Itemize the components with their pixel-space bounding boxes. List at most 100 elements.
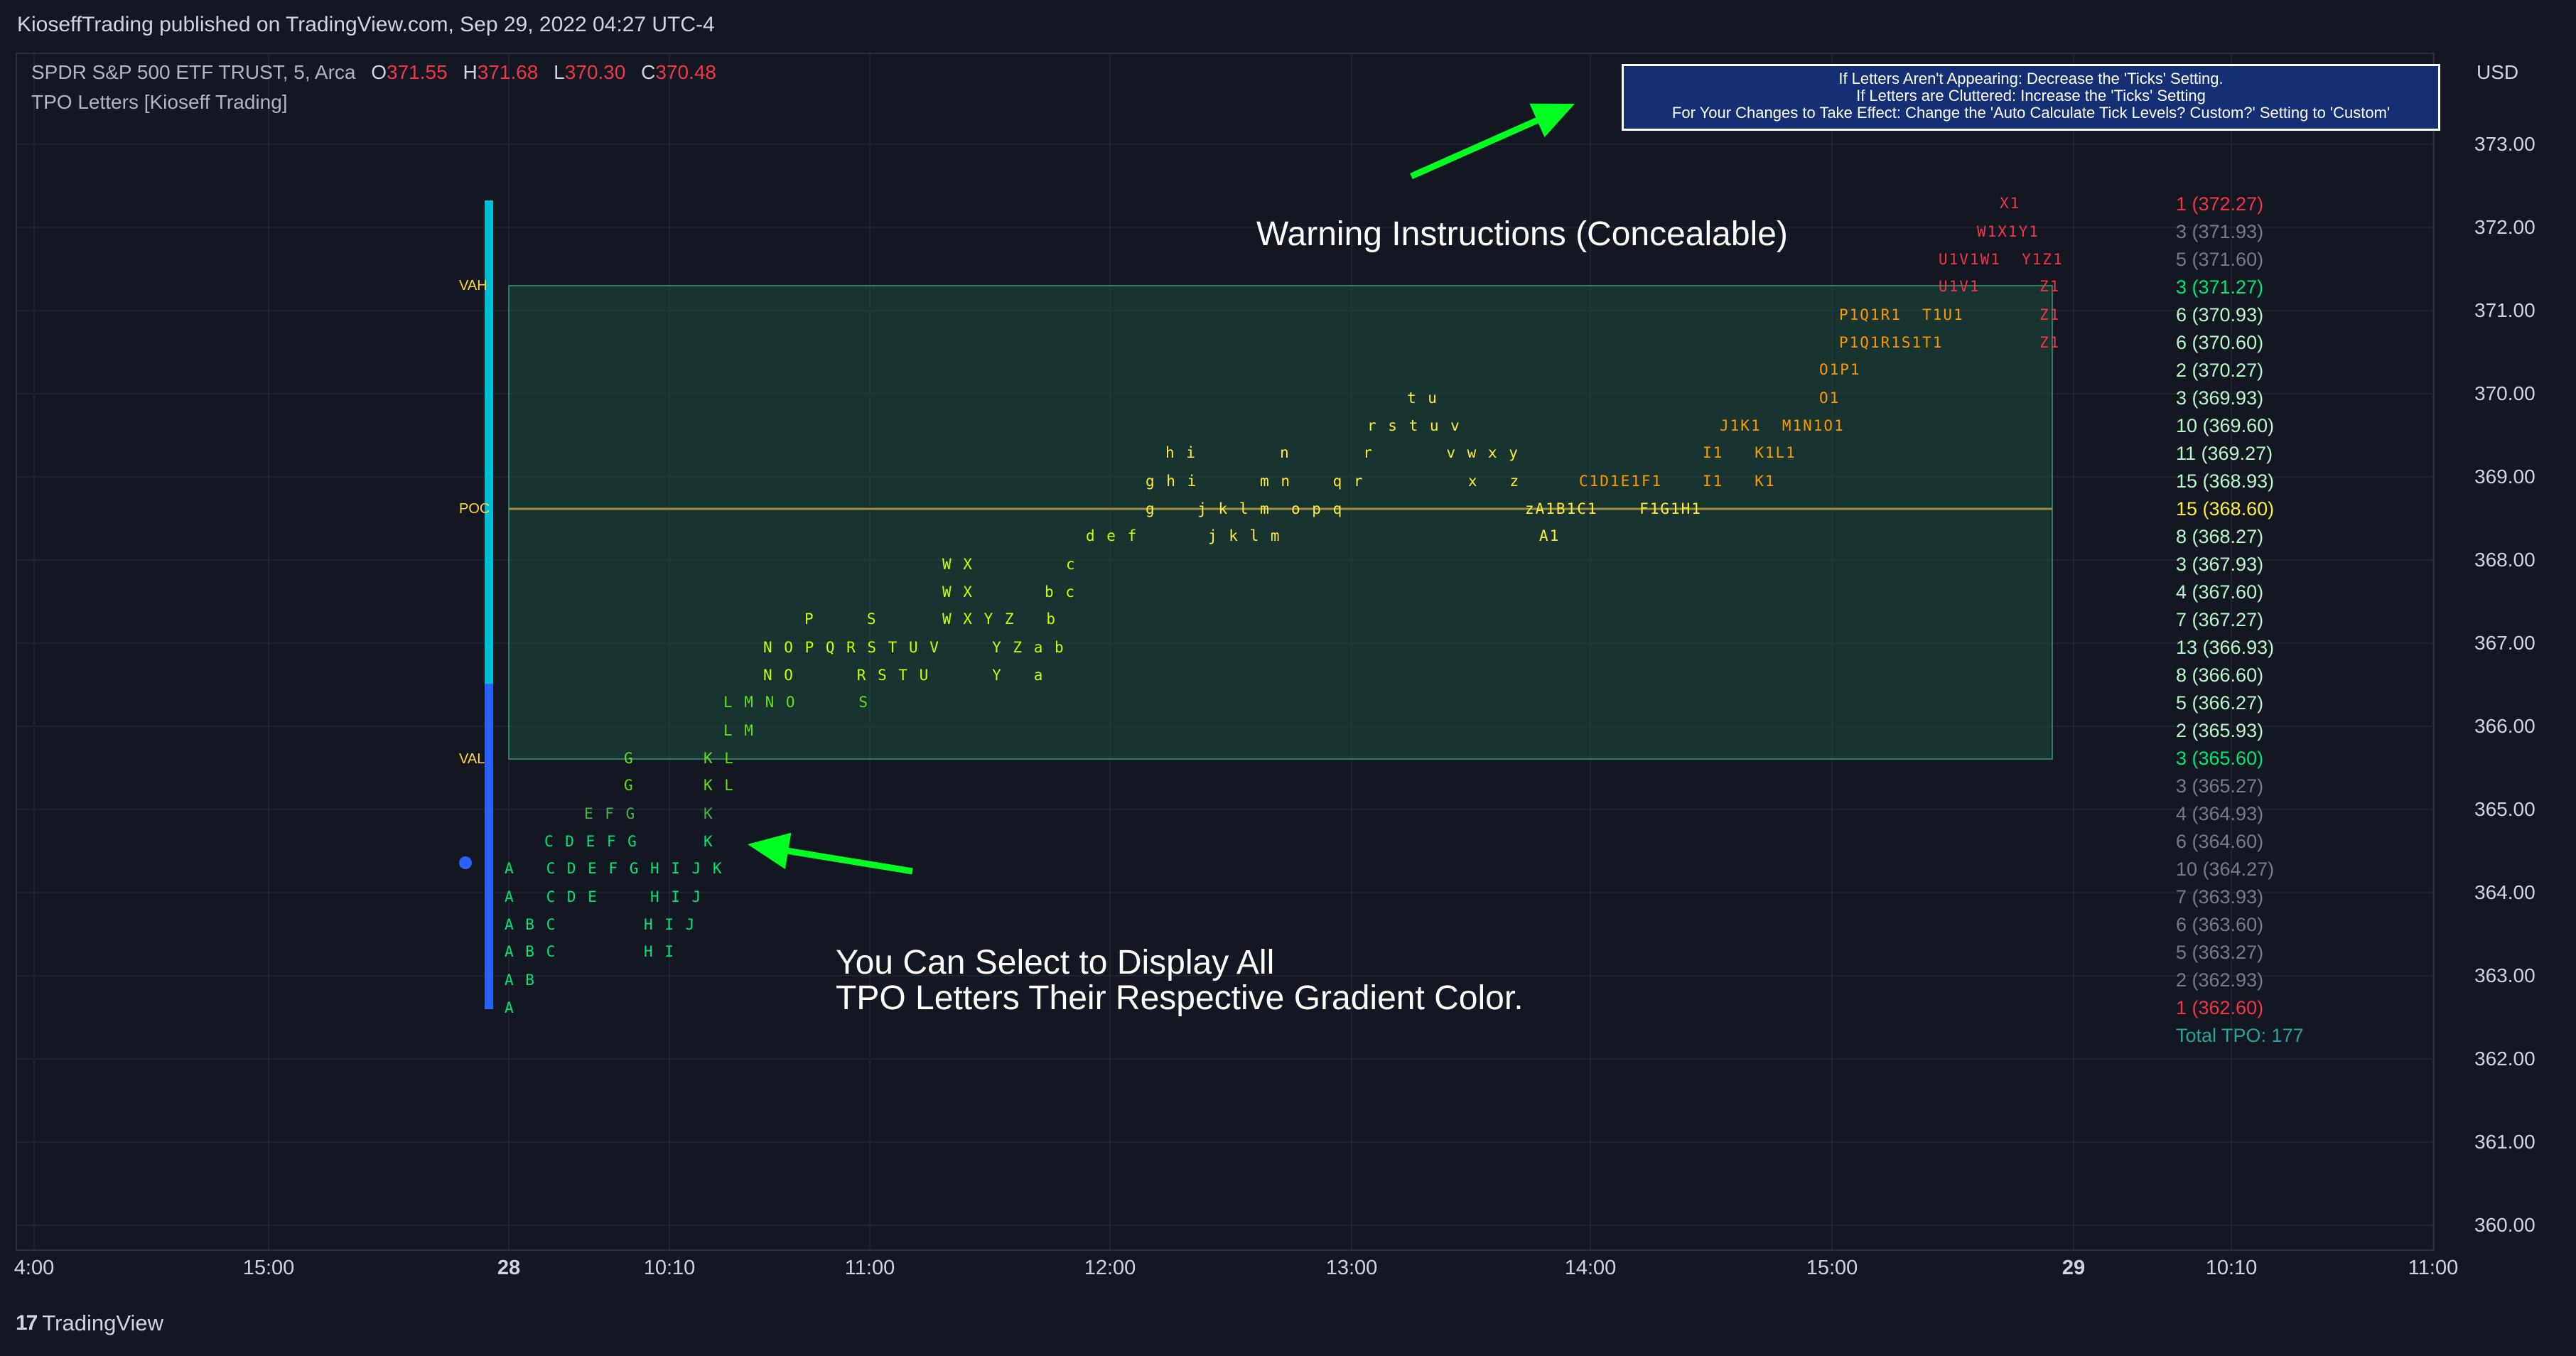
symbol-label: SPDR S&P 500 ETF TRUST, 5, Arca	[31, 61, 356, 83]
tpo-level-count: 3 (371.27)	[2176, 276, 2264, 298]
tpo-level-count: 7 (363.93)	[2176, 886, 2264, 908]
time-tick-label: 11:00	[844, 1257, 895, 1279]
tpo-letter-group: I1 K1	[1703, 473, 1776, 490]
indicator-legend[interactable]: TPO Letters [Kioseff Trading]	[31, 91, 288, 113]
tpo-level-count: 3 (371.93)	[2176, 221, 2264, 242]
tpo-letter-group: A C D E F G H I J K	[505, 860, 723, 878]
tpo-level-count: 4 (364.93)	[2176, 803, 2264, 824]
tpo-level-count: 6 (370.93)	[2176, 304, 2264, 325]
poc-label: POC	[459, 501, 490, 517]
arrow-to-warning-head	[1529, 103, 1575, 138]
tpo-level-count: 1 (372.27)	[2176, 193, 2264, 215]
tpo-letter-group: X1	[2000, 195, 2021, 212]
tpo-letter-group: K	[704, 832, 714, 850]
tpo-letter-group: W X Y Z b	[942, 610, 1057, 628]
arrow-to-letters-shaft	[787, 847, 913, 875]
gradient-caption: You Can Select to Display All TPO Letter…	[836, 945, 1524, 1016]
price-tick-label: 362.00	[2474, 1048, 2535, 1070]
tradingview-brand: TradingView	[42, 1311, 163, 1335]
price-tick-label: 365.00	[2474, 798, 2535, 820]
tpo-level-count: 8 (368.27)	[2176, 526, 2264, 547]
value-area-bar-upper	[485, 200, 493, 684]
tpo-letter-group: O1P1	[1819, 361, 1861, 379]
tpo-letter-group: O1	[1819, 389, 1841, 407]
tpo-letter-group: A1	[1539, 527, 1561, 545]
tpo-letter-group: A B	[505, 972, 536, 989]
tpo-letter-group: A B C	[505, 915, 557, 933]
tpo-level-count: 3 (369.93)	[2176, 387, 2264, 409]
low-value: 370.30	[564, 61, 626, 83]
tpo-letter-group: A B C	[505, 943, 557, 961]
time-tick-label: 15:00	[242, 1257, 295, 1279]
tpo-letter-group: P1Q1R1S1T1	[1839, 333, 1944, 351]
chart-pane[interactable]	[16, 53, 2435, 1251]
high-value: 371.68	[477, 61, 539, 83]
tpo-level-count: 6 (363.60)	[2176, 914, 2264, 935]
tpo-level-count: 10 (364.27)	[2176, 859, 2275, 880]
tpo-letter-group: A	[505, 999, 515, 1016]
price-tick-label: 370.00	[2474, 382, 2535, 404]
tpo-letter-group: E F G	[584, 805, 637, 823]
tpo-level-count: 3 (365.27)	[2176, 775, 2264, 797]
tpo-letter-group: Z1	[2039, 278, 2061, 296]
tpo-letter-group: W X	[942, 583, 974, 601]
time-tick-label: 15:00	[1806, 1257, 1858, 1279]
tpo-letter-group: b c	[1045, 583, 1076, 601]
time-tick-label: 4:00	[14, 1257, 55, 1279]
warning-caption: Warning Instructions (Concealable)	[1256, 215, 1788, 253]
time-tick-label: 13:00	[1325, 1257, 1378, 1279]
tpo-letter-group: H I	[644, 943, 675, 961]
warning-line-3: For Your Changes to Take Effect: Change …	[1671, 104, 2391, 122]
open-key: O	[371, 61, 387, 83]
tpo-letter-group: H I J	[644, 915, 696, 933]
time-tick-label: 12:00	[1084, 1257, 1136, 1279]
tpo-letter-group: K L	[704, 777, 735, 795]
current-profile-dot	[459, 856, 472, 869]
tpo-letter-group: P1Q1R1 T1U1	[1839, 306, 1964, 324]
tpo-letter-group: Z1	[2039, 333, 2061, 351]
tpo-letter-group: U1V1	[1939, 278, 1980, 296]
price-tick-label: 367.00	[2474, 632, 2535, 654]
tpo-letter-group: g j k l m o p q	[1146, 500, 1344, 517]
tpo-level-count: 2 (370.27)	[2176, 360, 2264, 381]
vah-label: VAH	[459, 278, 487, 294]
tpo-letter-group: g h i m n q r x z	[1146, 473, 1521, 490]
price-tick-label: 366.00	[2474, 715, 2535, 737]
tpo-letter-group: L M N O S	[723, 694, 870, 711]
total-tpo-label: Total TPO: 177	[2176, 1025, 2304, 1046]
price-tick-label: 361.00	[2474, 1131, 2535, 1153]
price-tick-label: 371.00	[2474, 299, 2535, 321]
tpo-letter-group: K L	[704, 749, 735, 767]
low-key: L	[554, 61, 565, 83]
gradient-caption-line-2: TPO Letters Their Respective Gradient Co…	[836, 979, 1524, 1017]
tpo-level-count: 11 (369.27)	[2176, 443, 2273, 464]
tpo-letter-group: G	[624, 749, 635, 767]
high-key: H	[463, 61, 478, 83]
tpo-letter-group: zA1B1C1 F1G1H1	[1525, 500, 1702, 517]
publish-line: KioseffTrading published on TradingView.…	[17, 13, 715, 36]
arrow-to-letters-head	[748, 832, 792, 870]
tpo-level-count: 2 (365.93)	[2176, 720, 2264, 741]
tpo-level-count: 13 (366.93)	[2176, 637, 2275, 658]
close-value: 370.48	[655, 61, 716, 83]
tradingview-logo[interactable]: 17 TradingView	[16, 1311, 163, 1336]
tpo-letter-group: L M	[723, 722, 755, 740]
tpo-level-count: 10 (369.60)	[2176, 415, 2275, 436]
gradient-caption-line-1: You Can Select to Display All	[836, 944, 1275, 981]
warning-instructions-box: If Letters Aren't Appearing: Decrease th…	[1622, 64, 2440, 131]
price-tick-label: 373.00	[2474, 133, 2535, 155]
time-tick-label: 10:10	[643, 1257, 696, 1279]
tpo-letter-group: h i n r v w x y	[1165, 444, 1519, 462]
price-tick-label: 369.00	[2474, 466, 2535, 488]
tpo-letter-group: A C D E H I J	[505, 888, 703, 906]
currency-label[interactable]: USD	[2477, 61, 2519, 83]
tpo-letter-group: j k l m	[1208, 527, 1281, 545]
tpo-level-count: 7 (367.27)	[2176, 609, 2264, 630]
symbol-legend[interactable]: SPDR S&P 500 ETF TRUST, 5, Arca O371.55 …	[31, 61, 716, 84]
tpo-level-count: 8 (366.60)	[2176, 664, 2264, 686]
tpo-letter-group: U1V1W1 Y1Z1	[1939, 250, 2064, 268]
close-key: C	[641, 61, 656, 83]
tpo-letter-group: Z1	[2039, 306, 2061, 324]
tpo-letter-group: t u	[1407, 389, 1438, 407]
tpo-letter-group: J1K1 M1N1O1	[1720, 416, 1845, 434]
